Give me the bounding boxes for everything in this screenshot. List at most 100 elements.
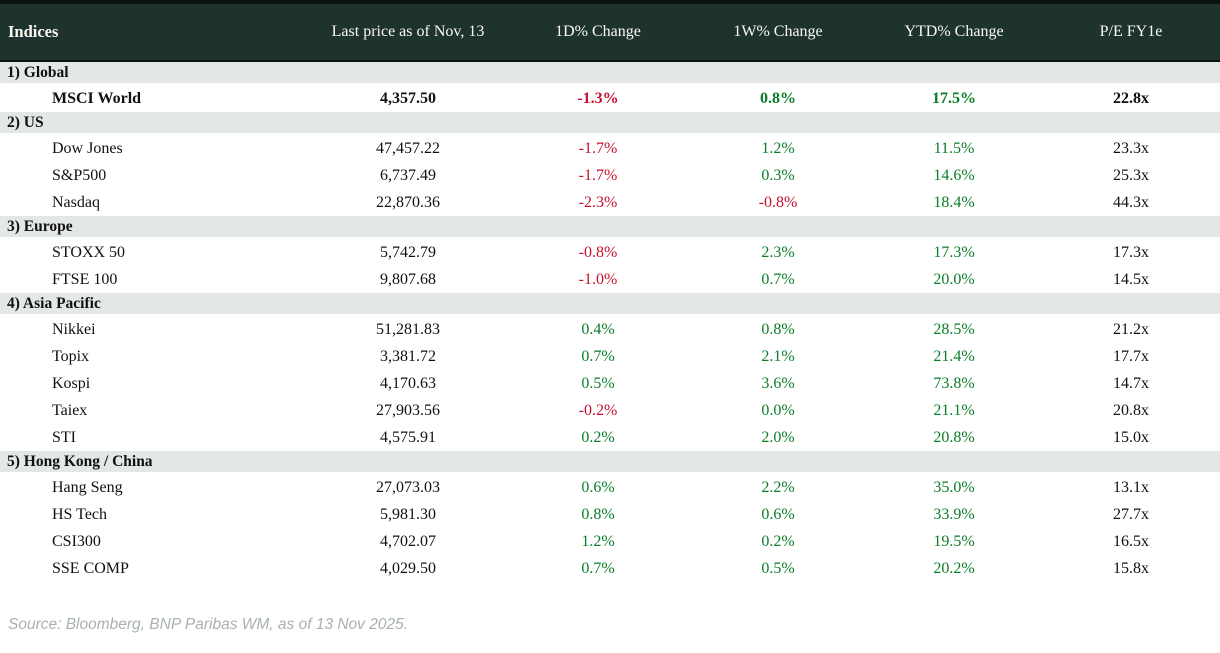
index-row-csi300: CSI300 4,702.07 1.2% 0.2% 19.5% 16.5x bbox=[0, 528, 1220, 555]
last-price: 4,575.91 bbox=[310, 424, 506, 451]
index-row-dow-jones: Dow Jones 47,457.22 -1.7% 1.2% 11.5% 23.3x bbox=[0, 134, 1220, 162]
index-row-s-p500: S&P500 6,737.49 -1.7% 0.3% 14.6% 25.3x bbox=[0, 162, 1220, 189]
pe-fy1e: 14.5x bbox=[1042, 266, 1220, 293]
index-row-ftse-100: FTSE 100 9,807.68 -1.0% 0.7% 20.0% 14.5x bbox=[0, 266, 1220, 293]
1w-change: 0.8% bbox=[690, 84, 866, 112]
column-header-last-price-as-of-nov-13: Last price as of Nov, 13 bbox=[310, 2, 506, 62]
pe-fy1e: 17.7x bbox=[1042, 343, 1220, 370]
index-row-msci-world: MSCI World 4,357.50 -1.3% 0.8% 17.5% 22.8x bbox=[0, 84, 1220, 112]
section-label: 3) Europe bbox=[0, 216, 1220, 239]
1w-change: 0.2% bbox=[690, 528, 866, 555]
pe-fy1e: 21.2x bbox=[1042, 315, 1220, 343]
section-row-2-us: 2) US bbox=[0, 112, 1220, 135]
last-price: 4,702.07 bbox=[310, 528, 506, 555]
1w-change: 2.0% bbox=[690, 424, 866, 451]
1w-change: 0.0% bbox=[690, 397, 866, 424]
1d-change: -0.2% bbox=[506, 397, 690, 424]
column-header-1d-change: 1D% Change bbox=[506, 2, 690, 62]
pe-fy1e: 15.8x bbox=[1042, 555, 1220, 582]
last-price: 9,807.68 bbox=[310, 266, 506, 293]
1d-change: 0.7% bbox=[506, 555, 690, 582]
index-name: STOXX 50 bbox=[0, 238, 310, 266]
last-price: 5,742.79 bbox=[310, 238, 506, 266]
pe-fy1e: 13.1x bbox=[1042, 473, 1220, 501]
ytd-change: 20.0% bbox=[866, 266, 1042, 293]
index-name: Nasdaq bbox=[0, 189, 310, 216]
index-row-hs-tech: HS Tech 5,981.30 0.8% 0.6% 33.9% 27.7x bbox=[0, 501, 1220, 528]
1w-change: 1.2% bbox=[690, 134, 866, 162]
1d-change: 0.7% bbox=[506, 343, 690, 370]
ytd-change: 21.1% bbox=[866, 397, 1042, 424]
section-row-5-hong-kong-china: 5) Hong Kong / China bbox=[0, 451, 1220, 474]
1w-change: 0.6% bbox=[690, 501, 866, 528]
1w-change: 0.5% bbox=[690, 555, 866, 582]
1d-change: -1.0% bbox=[506, 266, 690, 293]
index-row-taiex: Taiex 27,903.56 -0.2% 0.0% 21.1% 20.8x bbox=[0, 397, 1220, 424]
last-price: 27,903.56 bbox=[310, 397, 506, 424]
pe-fy1e: 14.7x bbox=[1042, 370, 1220, 397]
pe-fy1e: 17.3x bbox=[1042, 238, 1220, 266]
1d-change: 0.2% bbox=[506, 424, 690, 451]
1w-change: 0.3% bbox=[690, 162, 866, 189]
index-row-hang-seng: Hang Seng 27,073.03 0.6% 2.2% 35.0% 13.1x bbox=[0, 473, 1220, 501]
last-price: 47,457.22 bbox=[310, 134, 506, 162]
last-price: 3,381.72 bbox=[310, 343, 506, 370]
ytd-change: 11.5% bbox=[866, 134, 1042, 162]
1d-change: 0.8% bbox=[506, 501, 690, 528]
last-price: 27,073.03 bbox=[310, 473, 506, 501]
ytd-change: 35.0% bbox=[866, 473, 1042, 501]
column-header-indices: Indices bbox=[0, 2, 310, 62]
section-row-4-asia-pacific: 4) Asia Pacific bbox=[0, 293, 1220, 316]
ytd-change: 17.3% bbox=[866, 238, 1042, 266]
pe-fy1e: 27.7x bbox=[1042, 501, 1220, 528]
index-row-nikkei: Nikkei 51,281.83 0.4% 0.8% 28.5% 21.2x bbox=[0, 315, 1220, 343]
1w-change: 3.6% bbox=[690, 370, 866, 397]
1w-change: 0.7% bbox=[690, 266, 866, 293]
index-name: SSE COMP bbox=[0, 555, 310, 582]
1w-change: 2.1% bbox=[690, 343, 866, 370]
section-label: 2) US bbox=[0, 112, 1220, 135]
ytd-change: 28.5% bbox=[866, 315, 1042, 343]
pe-fy1e: 23.3x bbox=[1042, 134, 1220, 162]
ytd-change: 18.4% bbox=[866, 189, 1042, 216]
1d-change: 0.4% bbox=[506, 315, 690, 343]
index-name: CSI300 bbox=[0, 528, 310, 555]
source-note: Source: Bloomberg, BNP Paribas WM, as of… bbox=[8, 616, 409, 633]
section-label: 1) Global bbox=[0, 61, 1220, 85]
last-price: 4,357.50 bbox=[310, 84, 506, 112]
ytd-change: 19.5% bbox=[866, 528, 1042, 555]
1d-change: -1.7% bbox=[506, 162, 690, 189]
column-header-p-e-fy1e: P/E FY1e bbox=[1042, 2, 1220, 62]
1w-change: 0.8% bbox=[690, 315, 866, 343]
1d-change: -1.7% bbox=[506, 134, 690, 162]
pe-fy1e: 22.8x bbox=[1042, 84, 1220, 112]
index-name: Dow Jones bbox=[0, 134, 310, 162]
index-row-nasdaq: Nasdaq 22,870.36 -2.3% -0.8% 18.4% 44.3x bbox=[0, 189, 1220, 216]
pe-fy1e: 20.8x bbox=[1042, 397, 1220, 424]
column-header-ytd-change: YTD% Change bbox=[866, 2, 1042, 62]
section-label: 5) Hong Kong / China bbox=[0, 451, 1220, 474]
last-price: 5,981.30 bbox=[310, 501, 506, 528]
1d-change: -1.3% bbox=[506, 84, 690, 112]
last-price: 4,029.50 bbox=[310, 555, 506, 582]
index-name: MSCI World bbox=[0, 84, 310, 112]
index-row-kospi: Kospi 4,170.63 0.5% 3.6% 73.8% 14.7x bbox=[0, 370, 1220, 397]
pe-fy1e: 15.0x bbox=[1042, 424, 1220, 451]
ytd-change: 73.8% bbox=[866, 370, 1042, 397]
index-name: S&P500 bbox=[0, 162, 310, 189]
1d-change: 0.5% bbox=[506, 370, 690, 397]
1w-change: 2.3% bbox=[690, 238, 866, 266]
ytd-change: 21.4% bbox=[866, 343, 1042, 370]
index-name: STI bbox=[0, 424, 310, 451]
index-row-topix: Topix 3,381.72 0.7% 2.1% 21.4% 17.7x bbox=[0, 343, 1220, 370]
index-name: Topix bbox=[0, 343, 310, 370]
index-name: Kospi bbox=[0, 370, 310, 397]
indices-table: Indices Last price as of Nov, 13 1D% Chang… bbox=[0, 0, 1220, 582]
table-header-row: Indices Last price as of Nov, 13 1D% Chang… bbox=[0, 2, 1220, 62]
ytd-change: 20.8% bbox=[866, 424, 1042, 451]
1w-change: 2.2% bbox=[690, 473, 866, 501]
index-row-sse-comp: SSE COMP 4,029.50 0.7% 0.5% 20.2% 15.8x bbox=[0, 555, 1220, 582]
index-name: FTSE 100 bbox=[0, 266, 310, 293]
section-label: 4) Asia Pacific bbox=[0, 293, 1220, 316]
